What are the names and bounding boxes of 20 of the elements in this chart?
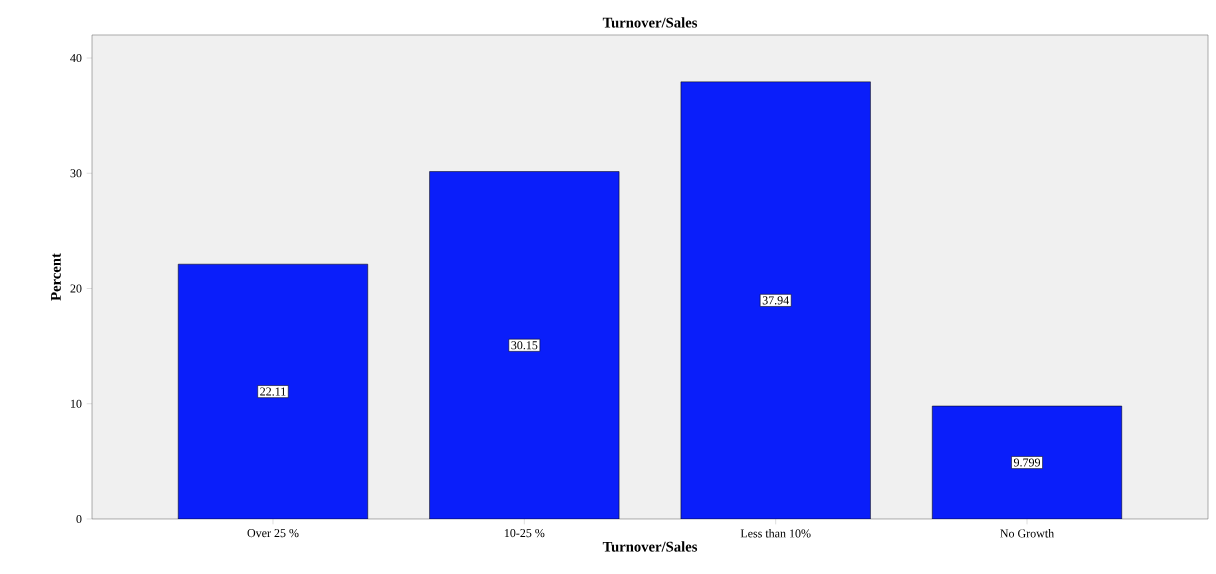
x-tick-label: Over 25 %	[247, 529, 299, 538]
data-label: 30.15	[511, 341, 538, 350]
x-tick-label: No Growth	[1000, 529, 1055, 538]
bar	[680, 81, 871, 519]
bar	[429, 171, 620, 519]
bar	[932, 405, 1123, 519]
x-axis-title: Turnover/Sales	[602, 541, 698, 552]
data-label: 9.799	[1013, 458, 1041, 467]
y-tick-label: 10	[71, 399, 82, 408]
x-tick-label: Less than 10%	[740, 529, 811, 538]
y-tick-label: 0	[76, 514, 82, 524]
bar	[177, 263, 369, 519]
y-tick-label: 40	[70, 53, 82, 63]
data-label: 37.94	[762, 296, 789, 305]
x-tick-label: 10-25 %	[504, 529, 545, 538]
y-tick-label: 20	[70, 284, 82, 293]
y-tick-label: 30	[70, 169, 82, 178]
chart-title: Turnover/Sales	[602, 17, 698, 28]
data-label: 22.11	[260, 387, 286, 396]
y-axis-title: Percent	[51, 253, 61, 301]
